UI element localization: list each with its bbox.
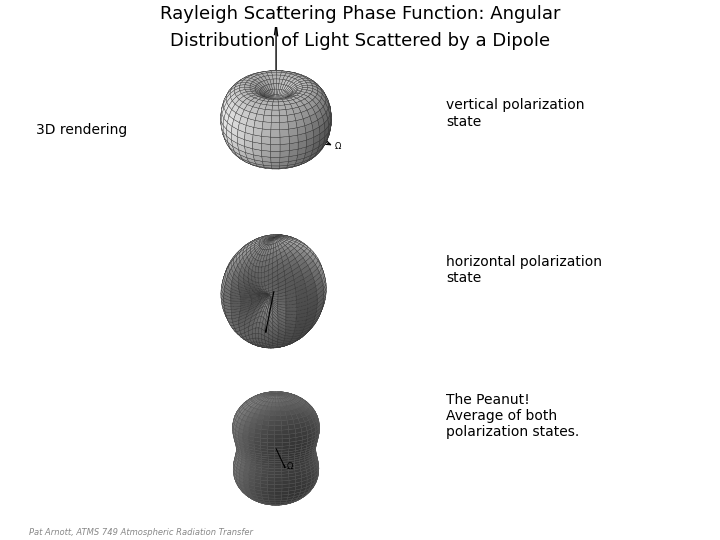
Text: Pat Arnott, ATMS 749 Atmospheric Radiation Transfer: Pat Arnott, ATMS 749 Atmospheric Radiati… bbox=[29, 528, 253, 537]
Text: The Peanut!
Average of both
polarization states.: The Peanut! Average of both polarization… bbox=[446, 393, 580, 439]
Text: vertical polarization
state: vertical polarization state bbox=[446, 98, 585, 129]
Text: Distribution of Light Scattered by a Dipole: Distribution of Light Scattered by a Dip… bbox=[170, 32, 550, 50]
Text: Rayleigh Scattering Phase Function: Angular: Rayleigh Scattering Phase Function: Angu… bbox=[160, 5, 560, 23]
Text: horizontal polarization
state: horizontal polarization state bbox=[446, 255, 603, 285]
Text: 3D rendering: 3D rendering bbox=[36, 123, 127, 137]
